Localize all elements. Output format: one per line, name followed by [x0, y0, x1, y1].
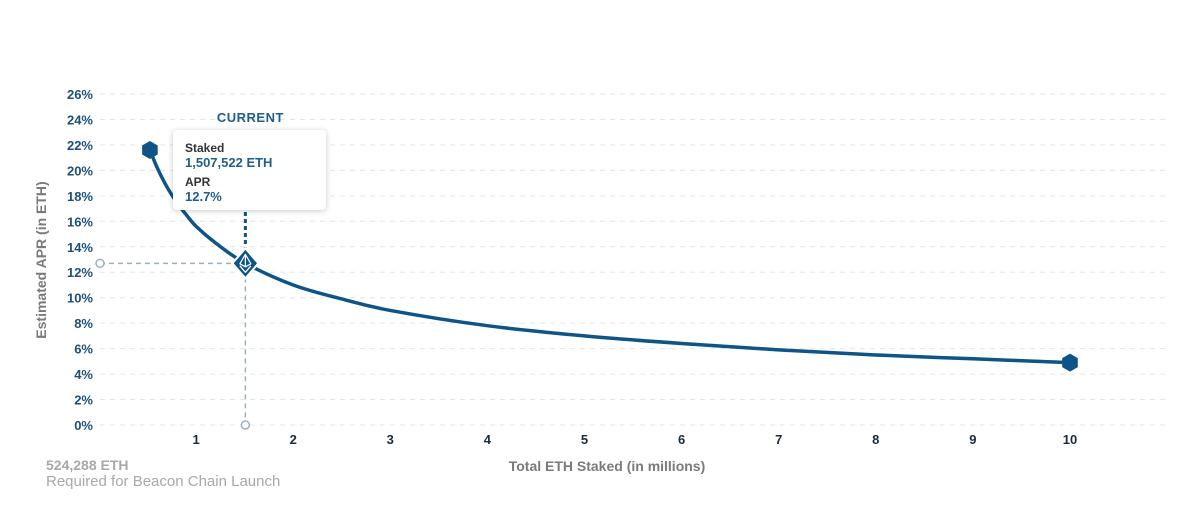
- y-tick-label: 10%: [67, 291, 93, 306]
- y-tick-label: 20%: [67, 163, 93, 178]
- y-tick-label: 18%: [67, 189, 93, 204]
- y-tick-label: 4%: [74, 367, 93, 382]
- current-guides: [95, 212, 251, 430]
- x-tick-label: 4: [484, 432, 492, 447]
- y-tick-label: 0%: [74, 418, 93, 433]
- tooltip-staked-label: Staked: [185, 141, 225, 155]
- footnote-text: Required for Beacon Chain Launch: [46, 473, 281, 490]
- x-guide-dot: [240, 420, 251, 430]
- y-guide-dot: [95, 258, 105, 269]
- ethereum-icon-bottom: [239, 265, 252, 273]
- x-tick-label: 8: [872, 432, 879, 447]
- x-tick-label: 7: [775, 432, 782, 447]
- current-marker: [231, 246, 260, 280]
- beacon-footnote: 524,288 ETH Required for Beacon Chain La…: [46, 457, 280, 491]
- y-tick-label: 2%: [74, 393, 93, 408]
- current-label: CURRENT: [217, 110, 284, 125]
- x-axis-ticks: 1 2 3 4 5 6 7 8 9 10: [192, 432, 1077, 447]
- tooltip-staked-value: 1,507,522 ETH: [185, 155, 273, 170]
- y-tick-label: 24%: [67, 112, 93, 127]
- tooltip-apr-label: APR: [185, 175, 211, 189]
- x-tick-label: 2: [290, 432, 297, 447]
- x-tick-label: 6: [678, 432, 685, 447]
- y-tick-label: 6%: [74, 342, 93, 357]
- x-tick-label: 10: [1063, 432, 1077, 447]
- endpoint-marker: [1062, 353, 1078, 372]
- current-tooltip: Staked 1,507,522 ETH APR 12.7%: [173, 130, 326, 210]
- footnote-amount: 524,288 ETH: [46, 457, 129, 473]
- y-axis-ticks: 0% 2% 4% 6% 8% 10% 12% 14% 16% 18% 20% 22% 24% 26%: [67, 87, 93, 433]
- x-axis-label: Total ETH Staked (in millions): [509, 458, 706, 474]
- x-tick-label: 9: [969, 432, 976, 447]
- endpoint-marker: [142, 141, 158, 159]
- y-tick-label: 22%: [67, 138, 93, 153]
- ethereum-icon: [239, 253, 252, 273]
- y-tick-label: 14%: [67, 240, 93, 255]
- grid-lines: [100, 93, 1168, 426]
- y-tick-label: 12%: [67, 265, 93, 280]
- y-axis-label: Estimated APR (in ETH): [33, 181, 49, 338]
- tooltip-apr-value: 12.7%: [185, 189, 222, 204]
- marker-layer: [142, 141, 1078, 372]
- y-tick-label: 16%: [67, 214, 93, 229]
- x-tick-label: 1: [192, 432, 199, 447]
- y-tick-label: 26%: [67, 87, 93, 102]
- y-tick-label: 8%: [74, 316, 93, 331]
- x-tick-label: 3: [387, 432, 394, 447]
- x-tick-label: 5: [581, 432, 588, 447]
